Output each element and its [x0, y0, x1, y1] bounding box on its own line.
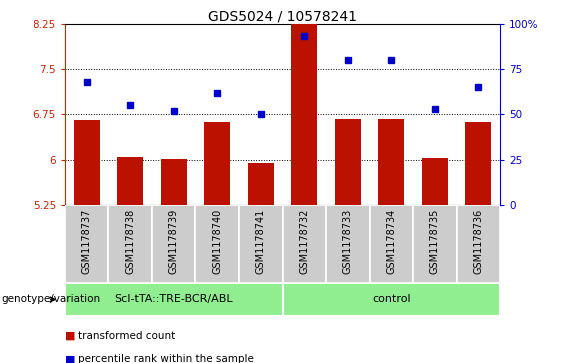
Bar	[370, 205, 413, 283]
Bar	[160, 159, 187, 205]
Text: GSM1178735: GSM1178735	[430, 209, 440, 274]
Text: GSM1178733: GSM1178733	[343, 209, 353, 274]
Bar	[465, 122, 492, 205]
Text: GSM1178732: GSM1178732	[299, 209, 309, 274]
Bar	[108, 205, 152, 283]
Text: transformed count: transformed count	[78, 331, 175, 341]
Bar	[195, 205, 239, 283]
Text: ■: ■	[65, 331, 76, 341]
Bar	[421, 158, 448, 205]
Text: GSM1178739: GSM1178739	[169, 209, 179, 274]
Text: GSM1178737: GSM1178737	[82, 209, 92, 274]
Bar	[152, 205, 195, 283]
Bar	[326, 205, 370, 283]
Bar	[117, 157, 144, 205]
Bar	[457, 205, 500, 283]
Text: GDS5024 / 10578241: GDS5024 / 10578241	[208, 9, 357, 23]
Text: genotype/variation: genotype/variation	[2, 294, 101, 305]
Bar	[291, 17, 318, 205]
Bar	[282, 205, 326, 283]
Bar	[282, 283, 500, 316]
Bar	[65, 205, 108, 283]
Bar	[378, 119, 405, 205]
Text: GSM1178736: GSM1178736	[473, 209, 483, 274]
Text: ScI-tTA::TRE-BCR/ABL: ScI-tTA::TRE-BCR/ABL	[115, 294, 233, 305]
Text: GSM1178741: GSM1178741	[256, 209, 266, 274]
Text: control: control	[372, 294, 411, 305]
Text: ■: ■	[65, 354, 76, 363]
Bar	[413, 205, 457, 283]
Text: GSM1178738: GSM1178738	[125, 209, 135, 274]
Bar	[204, 122, 231, 205]
Text: percentile rank within the sample: percentile rank within the sample	[78, 354, 254, 363]
Text: GSM1178740: GSM1178740	[212, 209, 222, 274]
Bar	[73, 121, 100, 205]
Text: GSM1178734: GSM1178734	[386, 209, 396, 274]
Bar	[239, 205, 282, 283]
Bar	[65, 283, 282, 316]
Bar	[247, 163, 274, 205]
Bar	[334, 119, 361, 205]
